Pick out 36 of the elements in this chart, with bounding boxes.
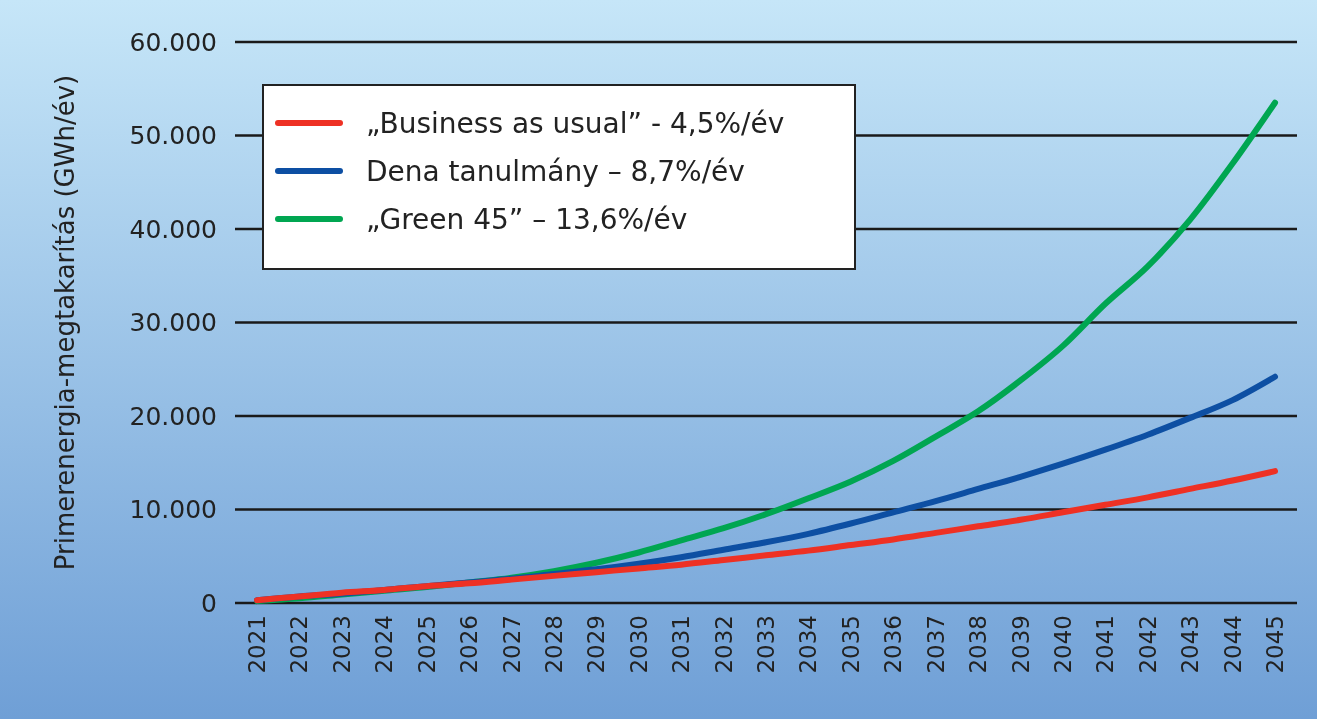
y-tick-label: 50.000 [129, 121, 217, 151]
x-tick-label: 2031 [668, 615, 695, 674]
x-tick-label: 2030 [625, 615, 652, 674]
legend-label: „Business as usual” - 4,5%/év [366, 106, 785, 140]
x-tick-label: 2035 [837, 615, 864, 674]
x-tick-label: 2042 [1134, 615, 1161, 674]
x-tick-label: 2023 [328, 615, 355, 674]
x-tick-label: 2039 [1007, 615, 1034, 674]
legend-label: Dena tanulmány – 8,7%/év [366, 154, 745, 188]
y-tick-label: 10.000 [129, 495, 217, 525]
x-tick-label: 2027 [498, 615, 525, 674]
y-axis-title: Primerenergia-megtakarítás (GWh/év) [50, 74, 80, 571]
y-tick-label: 40.000 [129, 214, 217, 244]
x-tick-label: 2029 [583, 615, 610, 674]
x-tick-label: 2040 [1049, 615, 1076, 674]
x-tick-label: 2043 [1177, 615, 1204, 674]
x-tick-label: 2034 [795, 615, 822, 674]
x-tick-label: 2041 [1092, 615, 1119, 674]
x-tick-label: 2028 [540, 615, 567, 674]
x-tick-label: 2038 [965, 615, 992, 674]
x-tick-label: 2044 [1219, 615, 1246, 674]
x-tick-label: 2026 [456, 615, 483, 674]
y-tick-label: 20.000 [129, 401, 217, 431]
x-tick-label: 2037 [922, 615, 949, 674]
y-tick-label: 30.000 [129, 308, 217, 338]
y-tick-label: 0 [201, 588, 217, 618]
x-tick-label: 2036 [880, 615, 907, 674]
x-tick-label: 2025 [413, 615, 440, 674]
x-tick-label: 2021 [244, 615, 271, 674]
x-tick-label: 2032 [710, 615, 737, 674]
x-tick-label: 2022 [286, 615, 313, 674]
x-tick-label: 2033 [753, 615, 780, 674]
y-tick-label: 60.000 [129, 27, 217, 57]
legend-label: „Green 45” – 13,6%/év [366, 202, 688, 236]
x-tick-label: 2024 [371, 615, 398, 674]
x-tick-label: 2045 [1262, 615, 1289, 674]
